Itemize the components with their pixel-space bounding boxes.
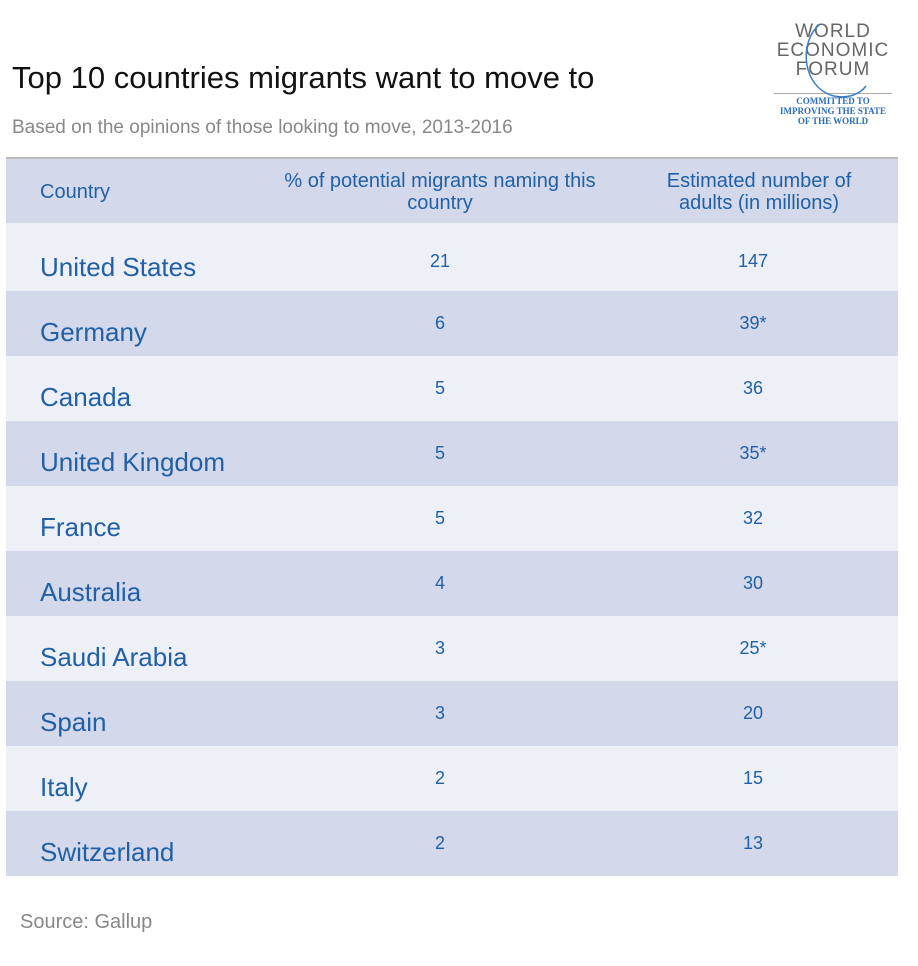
adults-cell: 25* — [739, 638, 767, 658]
country-cell: Canada — [40, 382, 132, 412]
country-cell: Germany — [40, 317, 147, 347]
percent-cell: 3 — [434, 703, 445, 723]
header-percent: % of potential migrants naming this coun… — [284, 170, 596, 214]
percent-cell: 21 — [429, 251, 451, 271]
adults-cell: 36 — [742, 378, 764, 398]
country-cell: Spain — [40, 707, 107, 737]
adults-cell: 35* — [739, 443, 767, 463]
wef-logo: WORLD ECONOMIC FORUM COMMITTED TO IMPROV… — [768, 22, 898, 152]
table-row: Italy 2 15 — [6, 746, 898, 811]
migration-table: Country % of potential migrants naming t… — [6, 157, 898, 876]
country-cell: Saudi Arabia — [40, 642, 188, 672]
table-row: Spain 3 20 — [6, 681, 898, 746]
header-adults: Estimated number of adults (in millions) — [666, 170, 852, 214]
country-cell: Australia — [40, 577, 142, 607]
adults-cell: 15 — [742, 768, 764, 788]
percent-cell: 4 — [434, 573, 445, 593]
adults-cell: 13 — [742, 833, 764, 853]
adults-cell: 30 — [742, 573, 764, 593]
country-cell: Switzerland — [40, 837, 175, 867]
table-row: Switzerland 2 13 — [6, 811, 898, 876]
logo-tagline: OF THE WORLD — [797, 116, 869, 126]
table-row: Canada 5 36 — [6, 356, 898, 421]
page-subtitle: Based on the opinions of those looking t… — [12, 117, 513, 138]
logo-arc-icon — [805, 23, 867, 98]
logo-tagline: COMMITTED TO — [796, 96, 870, 106]
table-row: United Kingdom 5 35* — [6, 421, 898, 486]
percent-cell: 5 — [434, 508, 445, 528]
adults-cell: 39* — [739, 313, 767, 333]
country-cell: United Kingdom — [40, 447, 225, 477]
adults-cell: 147 — [737, 251, 769, 271]
percent-cell: 2 — [434, 768, 445, 788]
table-header: Country % of potential migrants naming t… — [6, 159, 898, 223]
adults-cell: 32 — [742, 508, 764, 528]
adults-cell: 20 — [742, 703, 764, 723]
table-row: Australia 4 30 — [6, 551, 898, 616]
page-title: Top 10 countries migrants want to move t… — [12, 60, 595, 95]
country-cell: United States — [40, 252, 197, 282]
logo-tagline: IMPROVING THE STATE — [779, 106, 887, 116]
country-cell: Italy — [40, 772, 88, 802]
percent-cell: 6 — [434, 313, 445, 333]
table-row: Germany 6 39* — [6, 291, 898, 356]
logo-line: FORUM — [795, 59, 871, 80]
percent-cell: 5 — [434, 378, 445, 398]
header-country: Country — [40, 181, 111, 203]
table-row: Saudi Arabia 3 25* — [6, 616, 898, 681]
source-note: Source: Gallup — [20, 911, 153, 933]
logo-line: ECONOMIC — [776, 40, 890, 61]
percent-cell: 5 — [434, 443, 445, 463]
percent-cell: 2 — [434, 833, 445, 853]
logo-line: WORLD — [795, 21, 871, 42]
country-cell: France — [40, 512, 121, 542]
percent-cell: 3 — [434, 638, 445, 658]
table-row: United States 21 147 — [6, 223, 898, 291]
table-row: France 5 32 — [6, 486, 898, 551]
